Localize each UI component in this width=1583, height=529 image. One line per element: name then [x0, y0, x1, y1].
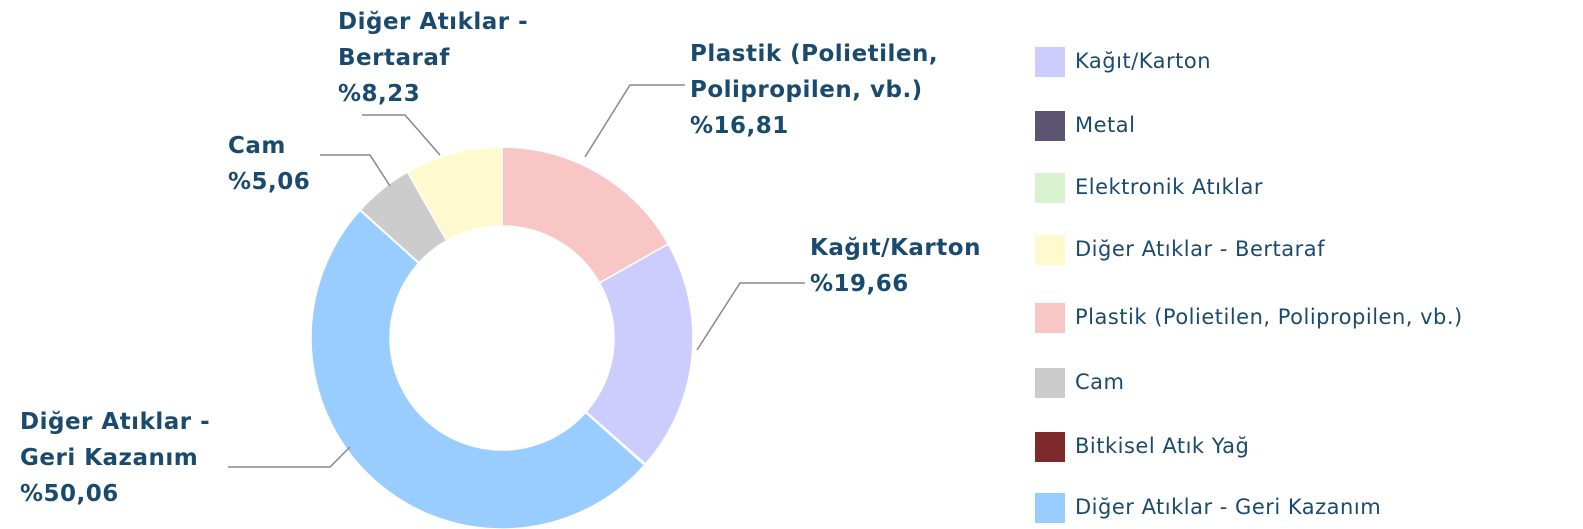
label-value: %19,66: [810, 271, 909, 297]
donut-slice: [585, 242, 694, 466]
leader-line: [320, 154, 391, 187]
legend-swatch: [1035, 173, 1065, 203]
label-name: Diğer Atıklar - Geri Kazanım: [20, 409, 211, 471]
legend-label: Diğer Atıklar - Geri Kazanım: [1075, 495, 1381, 519]
label-name: Plastik (Polietilen, Polipropilen, vb.): [690, 41, 939, 103]
data-label: Plastik (Polietilen, Polipropilen, vb.)%…: [690, 36, 990, 144]
legend-label: Plastik (Polietilen, Polipropilen, vb.): [1075, 305, 1463, 329]
legend-label: Kağıt/Karton: [1075, 49, 1211, 73]
legend-swatch: [1035, 432, 1065, 462]
legend-label: Cam: [1075, 370, 1125, 394]
label-name: Kağıt/Karton: [810, 235, 981, 261]
label-name: Diğer Atıklar - Bertaraf: [338, 9, 529, 71]
leader-line: [362, 114, 441, 156]
data-label: Diğer Atıklar - Bertaraf %8,23: [338, 4, 568, 112]
legend-swatch: [1035, 235, 1065, 265]
legend-swatch: [1035, 47, 1065, 77]
legend-label: Metal: [1075, 113, 1135, 137]
leader-line: [584, 84, 685, 158]
data-label: Cam %5,06: [228, 128, 348, 200]
legend-label: Elektronik Atıklar: [1075, 175, 1263, 199]
data-label: Diğer Atıklar - Geri Kazanım %50,06: [20, 404, 250, 512]
legend-label: Diğer Atıklar - Bertaraf: [1075, 237, 1325, 261]
leader-line: [696, 282, 805, 351]
label-value: %50,06: [20, 481, 119, 507]
legend-label: Bitkisel Atık Yağ: [1075, 434, 1249, 458]
label-value: %5,06: [228, 169, 311, 195]
label-name: Cam: [228, 133, 286, 159]
legend-swatch: [1035, 493, 1065, 523]
donut-slice: [406, 146, 503, 242]
label-value: %16,81: [690, 113, 789, 139]
leader-line: [228, 446, 351, 468]
donut-slice: [310, 209, 646, 529]
legend-swatch: [1035, 368, 1065, 398]
data-label: Kağıt/Karton %19,66: [810, 230, 1020, 302]
legend-swatch: [1035, 303, 1065, 333]
label-value: %8,23: [338, 81, 421, 107]
legend-swatch: [1035, 111, 1065, 141]
